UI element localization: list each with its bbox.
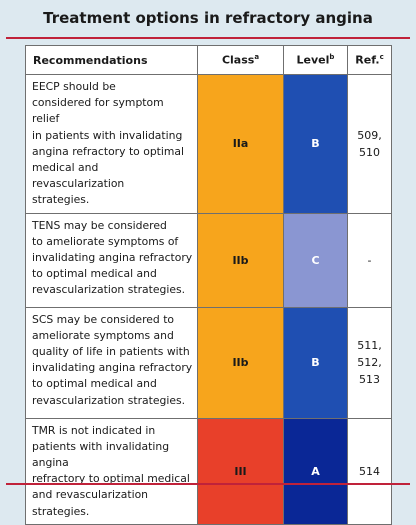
class-cell: IIa <box>197 74 284 214</box>
table-title: Treatment options in refractory angina <box>43 9 373 27</box>
bottom-rule <box>6 483 410 485</box>
ref-cell: 514 <box>347 417 392 525</box>
class-cell: III <box>197 417 284 525</box>
level-cell: B <box>283 306 348 419</box>
recommendation-text: SCS may be considered to ameliorate sympt… <box>25 306 198 419</box>
recommendation-text: EECP should be considered for symptom rel… <box>25 74 198 214</box>
table-row: SCS may be considered to ameliorate sympt… <box>25 306 392 419</box>
figure-frame: Treatment options in refractory angina R… <box>6 9 410 525</box>
table-row: EECP should be considered for symptom rel… <box>25 74 392 214</box>
ref-cell: 509, 510 <box>347 74 392 214</box>
header-ref: Ref.c <box>347 45 392 75</box>
table-row: TMR is not indicated in patients with inv… <box>25 417 392 525</box>
title-rule <box>6 37 410 39</box>
class-cell: IIb <box>197 212 284 308</box>
recommendation-text: TENS may be considered to ameliorate symp… <box>25 212 198 308</box>
ref-cell: 511, 512, 513 <box>347 306 392 419</box>
header-class: Classa <box>197 45 284 75</box>
recommendation-text: TMR is not indicated in patients with inv… <box>25 417 198 525</box>
recommendations-table: Recommendations Classa Levelb Ref.c EECP… <box>25 45 392 525</box>
header-level: Levelb <box>283 45 348 75</box>
header-recommendations: Recommendations <box>25 45 198 75</box>
level-cell: B <box>283 74 348 214</box>
ref-cell: - <box>347 212 392 308</box>
level-cell: C <box>283 212 348 308</box>
class-cell: IIb <box>197 306 284 419</box>
header-row: Recommendations Classa Levelb Ref.c <box>25 45 392 75</box>
table-row: TENS may be considered to ameliorate symp… <box>25 212 392 308</box>
level-cell: A <box>283 417 348 525</box>
